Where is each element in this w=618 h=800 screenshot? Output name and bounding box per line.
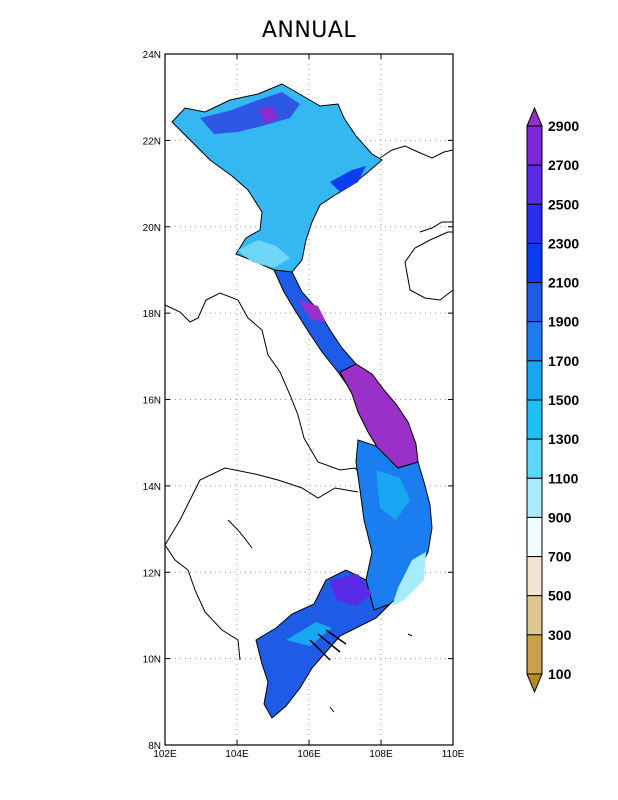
colorbar-label: 300	[548, 627, 572, 643]
mekong-estuaries	[309, 629, 347, 661]
delta-light-patch	[286, 622, 332, 646]
lat-tick-label: 8N	[148, 741, 161, 752]
colorbar-label: 1100	[548, 470, 579, 486]
island-dot-2	[329, 706, 335, 713]
colorbar-label: 1900	[548, 314, 579, 330]
colorbar-box	[526, 516, 543, 558]
lat-tick-label: 22N	[143, 136, 161, 147]
ha-tinh-peak	[298, 300, 326, 322]
colorbar-box	[526, 321, 543, 362]
central-highland-patch	[376, 470, 410, 520]
lon-tick-label: 108E	[369, 749, 393, 760]
vietnam-rainfall-field	[171, 83, 433, 719]
colorbar-box	[526, 438, 543, 479]
lon-tick-label: 104E	[225, 749, 249, 760]
colorbar-box	[526, 203, 543, 244]
colorbar-top-arrow	[526, 106, 543, 127]
island-dot	[407, 633, 413, 637]
colorbar-box	[526, 595, 543, 636]
colorbar-box	[526, 164, 543, 205]
colorbar-box	[526, 477, 543, 518]
cambodia-thailand-border	[164, 467, 359, 546]
leizhou-coast	[419, 221, 453, 233]
colorbar-box	[526, 360, 543, 401]
lat-tick-label: 12N	[143, 568, 161, 579]
colorbar-box	[526, 399, 543, 440]
southeast-high	[330, 574, 372, 606]
colorbar-label: 2100	[548, 275, 579, 291]
colorbar-label: 100	[548, 666, 572, 682]
colorbar: 2900 2700 2500 2300 2100 1900 1700 1500 1300 1100…	[526, 106, 579, 694]
laos-border	[164, 292, 367, 481]
colorbar-label: 700	[548, 549, 572, 565]
thanh-hoa-lowland	[238, 240, 290, 268]
cambodia-coast	[164, 544, 241, 661]
northwest-high-patch	[200, 92, 300, 134]
colorbar-label: 1300	[548, 431, 579, 447]
colorbar-label: 2500	[548, 196, 579, 212]
lat-tick-label: 16N	[143, 396, 161, 407]
mekong-delta	[255, 569, 391, 719]
china-coast	[379, 145, 454, 159]
map-title: ANNUAL	[261, 18, 357, 43]
colorbar-label: 1500	[548, 392, 579, 408]
tonle-sap	[227, 519, 253, 549]
lon-tick-label: 106E	[297, 749, 321, 760]
colorbar-box	[526, 556, 543, 597]
colorbar-label: 2300	[548, 235, 579, 251]
central-wet-zone	[339, 363, 419, 469]
quang-ninh-high	[330, 166, 366, 192]
ninh-thuan-dry	[392, 552, 426, 606]
lat-tick-label: 14N	[143, 482, 161, 493]
colorbar-box	[526, 282, 543, 323]
latitude-axis: 8N 10N 12N 14N 16N 18N 20N 22N 24N	[143, 50, 453, 752]
lat-tick-label: 24N	[143, 50, 161, 61]
colorbar-label: 1700	[548, 353, 579, 369]
colorbar-label: 2900	[548, 118, 579, 134]
colorbar-label: 900	[548, 509, 572, 525]
colorbar-label: 2700	[548, 157, 579, 173]
lat-tick-label: 20N	[143, 223, 161, 234]
colorbar-box	[526, 125, 543, 166]
colorbar-box	[526, 242, 543, 284]
neighbor-borders	[164, 145, 454, 713]
lat-tick-label: 18N	[143, 309, 161, 320]
longitude-axis: 102E 104E 106E 108E 110E	[153, 54, 465, 760]
colorbar-bottom-arrow	[526, 673, 543, 694]
lat-tick-label: 10N	[143, 655, 161, 666]
colorbar-box	[526, 634, 543, 675]
colorbar-label: 500	[548, 588, 572, 604]
lon-tick-label: 110E	[442, 749, 465, 760]
lon-tick-label: 102E	[153, 749, 177, 760]
northwest-peak	[258, 106, 278, 124]
